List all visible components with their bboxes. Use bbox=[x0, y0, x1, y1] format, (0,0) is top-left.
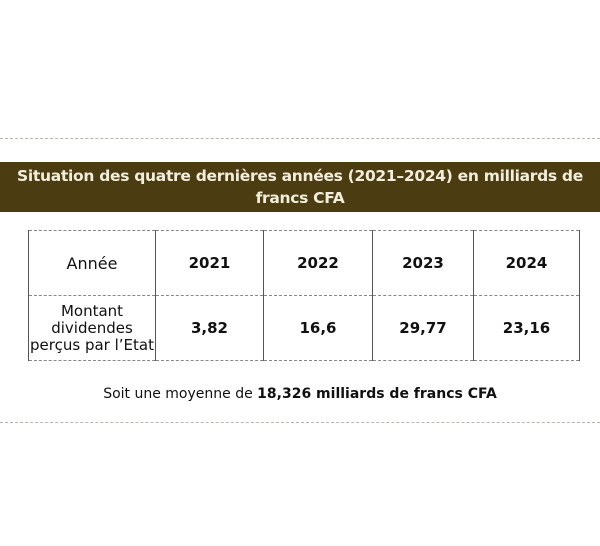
average-note: Soit une moyenne de 18,326 milliards de … bbox=[0, 386, 600, 402]
value-cell: 16,6 bbox=[263, 295, 373, 361]
table-row: Année 2021 2022 2023 2024 bbox=[28, 230, 580, 296]
average-prefix: Soit une moyenne de bbox=[103, 386, 253, 402]
header-label: Année bbox=[28, 230, 156, 296]
value-cell: 3,82 bbox=[155, 295, 264, 361]
value-cell: 23,16 bbox=[473, 295, 580, 361]
year-cell: 2024 bbox=[473, 230, 580, 296]
row-label: Montant dividendes perçus par l’Etat bbox=[28, 295, 156, 361]
divider-bottom bbox=[0, 422, 600, 423]
table-title: Situation des quatre dernières années (2… bbox=[0, 162, 600, 212]
average-value: 18,326 milliards de francs CFA bbox=[257, 386, 497, 402]
divider-top bbox=[0, 138, 600, 139]
year-cell: 2021 bbox=[155, 230, 264, 296]
year-cell: 2023 bbox=[372, 230, 474, 296]
year-cell: 2022 bbox=[263, 230, 373, 296]
dividends-table: Année 2021 2022 2023 2024 Montant divide… bbox=[28, 230, 580, 361]
value-cell: 29,77 bbox=[372, 295, 474, 361]
table-row: Montant dividendes perçus par l’Etat 3,8… bbox=[28, 295, 580, 361]
